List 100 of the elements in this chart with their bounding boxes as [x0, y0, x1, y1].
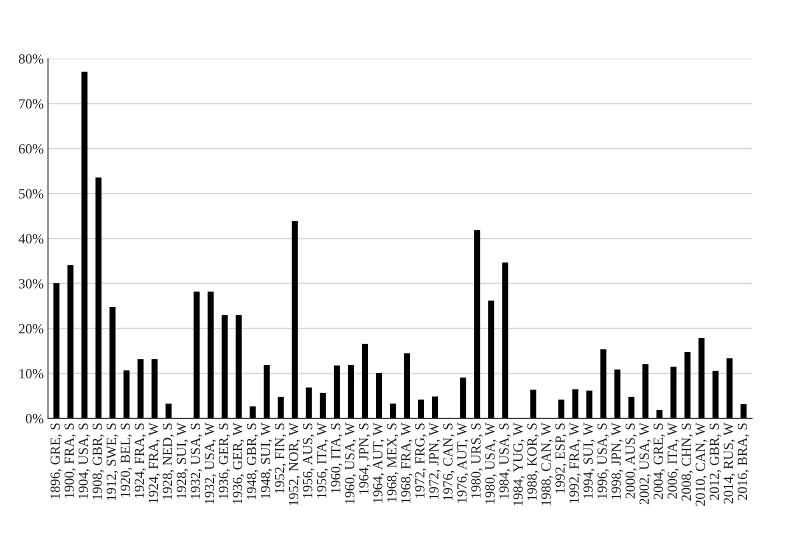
- bar: [208, 292, 214, 418]
- bar: [684, 352, 691, 418]
- x-tick-label: 1998, JPN, W: [611, 422, 623, 500]
- x-tick-label: 1980, USA, W: [485, 422, 497, 504]
- x-tick-label: 1964, JPN, S: [359, 423, 370, 494]
- bar: [320, 392, 326, 418]
- x-tick-label: 2006, ITA, W: [668, 422, 679, 499]
- bar: [390, 404, 396, 418]
- y-tick-label: 70%: [19, 99, 44, 109]
- x-tick-label: 1960, ITA, S: [330, 423, 342, 493]
- x-tick-label: 1928, SUI, W: [176, 422, 188, 498]
- bar: [502, 262, 508, 418]
- x-tick-label: 2008, CHN, S: [682, 423, 693, 501]
- x-tick-label: 1948, GBR, S: [246, 423, 258, 500]
- x-tick-label: 1996, USA, S: [597, 423, 609, 499]
- x-tick-label: 1908, GBR, S: [92, 423, 104, 500]
- bar: [334, 365, 340, 418]
- x-tick-label: 1924, FRA, W: [148, 422, 160, 503]
- bar: [67, 265, 74, 418]
- bar: [109, 306, 116, 418]
- bar: [306, 387, 312, 418]
- x-tick-label: 1960, USA, W: [345, 422, 356, 504]
- x-tick-label: 1992, ESP, S: [555, 423, 567, 494]
- bar: [572, 389, 578, 418]
- bar: [432, 396, 438, 418]
- x-tick-label: 2012, GBR, S: [710, 423, 722, 500]
- bar: [376, 373, 382, 418]
- bar: [628, 396, 634, 418]
- bar: [138, 359, 144, 418]
- bar: [292, 221, 298, 418]
- y-tick-label: 50%: [19, 189, 44, 199]
- y-tick-label: 30%: [19, 279, 44, 288]
- x-tick-label: 1952, NOR, W: [288, 422, 300, 506]
- x-tick-label: 2010, CAN, W: [696, 422, 707, 506]
- bar: [530, 390, 536, 418]
- x-tick-label: 1896, GRE, S: [50, 423, 62, 499]
- x-tick-label: 1900, FRA, S: [64, 423, 76, 498]
- x-tick-label: 1992, FRA, W: [569, 422, 581, 503]
- x-tick-label: 2000, AUS, S: [626, 423, 637, 498]
- x-tick-label: 1952, FIN, S: [274, 423, 286, 494]
- y-tick-label: 80%: [18, 54, 44, 64]
- bar: [488, 300, 494, 418]
- x-tick-label: 1956, ITA, W: [317, 422, 328, 498]
- x-tick-label: 1968, FRA, W: [401, 422, 412, 503]
- bar: [152, 359, 158, 418]
- bar: [236, 315, 242, 418]
- x-tick-label: 2004, GRE, S: [654, 423, 665, 500]
- x-tick-label: 1964, AUT, W: [373, 422, 384, 503]
- bar: [614, 369, 620, 418]
- bar: [124, 370, 130, 418]
- bar: [712, 370, 719, 418]
- bar: [166, 404, 172, 418]
- y-tick-label: 40%: [18, 234, 44, 244]
- bar: [670, 366, 676, 418]
- x-tick-label: 1936, GER, S: [218, 423, 230, 499]
- x-tick-label: 1988, CAN, W: [541, 422, 553, 506]
- bar: [474, 230, 480, 418]
- bar: [418, 400, 424, 418]
- bar: [362, 344, 368, 418]
- bar: [740, 404, 747, 418]
- bar: [278, 396, 284, 418]
- bar: [81, 72, 88, 418]
- bar: [586, 390, 592, 418]
- x-tick-label: 1976, CAN, S: [443, 423, 455, 500]
- x-tick-label: 1936, GER, W: [232, 422, 244, 504]
- x-tick-label: 1972, JPN, W: [429, 422, 441, 500]
- x-tick-label: 2016, BRA, S: [738, 423, 750, 500]
- x-tick-label: 1984, YUG, W: [513, 422, 525, 506]
- x-tick-label: 1912, SWE, S: [106, 423, 118, 500]
- bar: [558, 400, 564, 418]
- x-tick-label: 1928, NED, S: [162, 423, 174, 500]
- x-tick-label: 1932, USA, W: [204, 422, 216, 504]
- bar: [95, 177, 102, 418]
- bar: [600, 349, 606, 418]
- x-tick-label: 1988, KOR, S: [527, 423, 539, 500]
- x-tick-label: 1924, FRA, S: [134, 423, 146, 498]
- bar: [348, 364, 354, 418]
- x-tick-label: 1976, AUT, W: [457, 422, 469, 503]
- y-tick-label: 0%: [26, 414, 44, 424]
- x-tick-label: 1948, SUI, W: [260, 422, 272, 498]
- bar: [460, 378, 466, 418]
- x-tick-label: 2014, RUS, W: [724, 422, 736, 504]
- x-tick-label: 1980, URS, S: [471, 423, 483, 498]
- x-tick-label: 1994, SUI, W: [583, 422, 595, 498]
- bar: [404, 353, 410, 418]
- bar: [726, 358, 733, 418]
- bar: [53, 283, 60, 418]
- y-tick-label: 20%: [18, 324, 44, 334]
- x-tick-label: 1984, USA, S: [499, 423, 511, 499]
- y-tick-label: 60%: [18, 144, 44, 154]
- x-tick-label: 1956, AUS, S: [302, 423, 314, 498]
- y-tick-label: 10%: [20, 369, 44, 378]
- x-tick-label: 2002, USA, W: [640, 422, 651, 504]
- x-tick-label: 1920, BEL, S: [120, 423, 132, 497]
- x-tick-label: 1932, USA, S: [190, 423, 202, 499]
- x-tick-label: 1972, FRG, S: [415, 423, 427, 498]
- bar: [642, 364, 648, 418]
- bar: [264, 364, 270, 418]
- bar: [250, 406, 256, 418]
- x-tick-label: 1968, MEX, S: [387, 423, 398, 502]
